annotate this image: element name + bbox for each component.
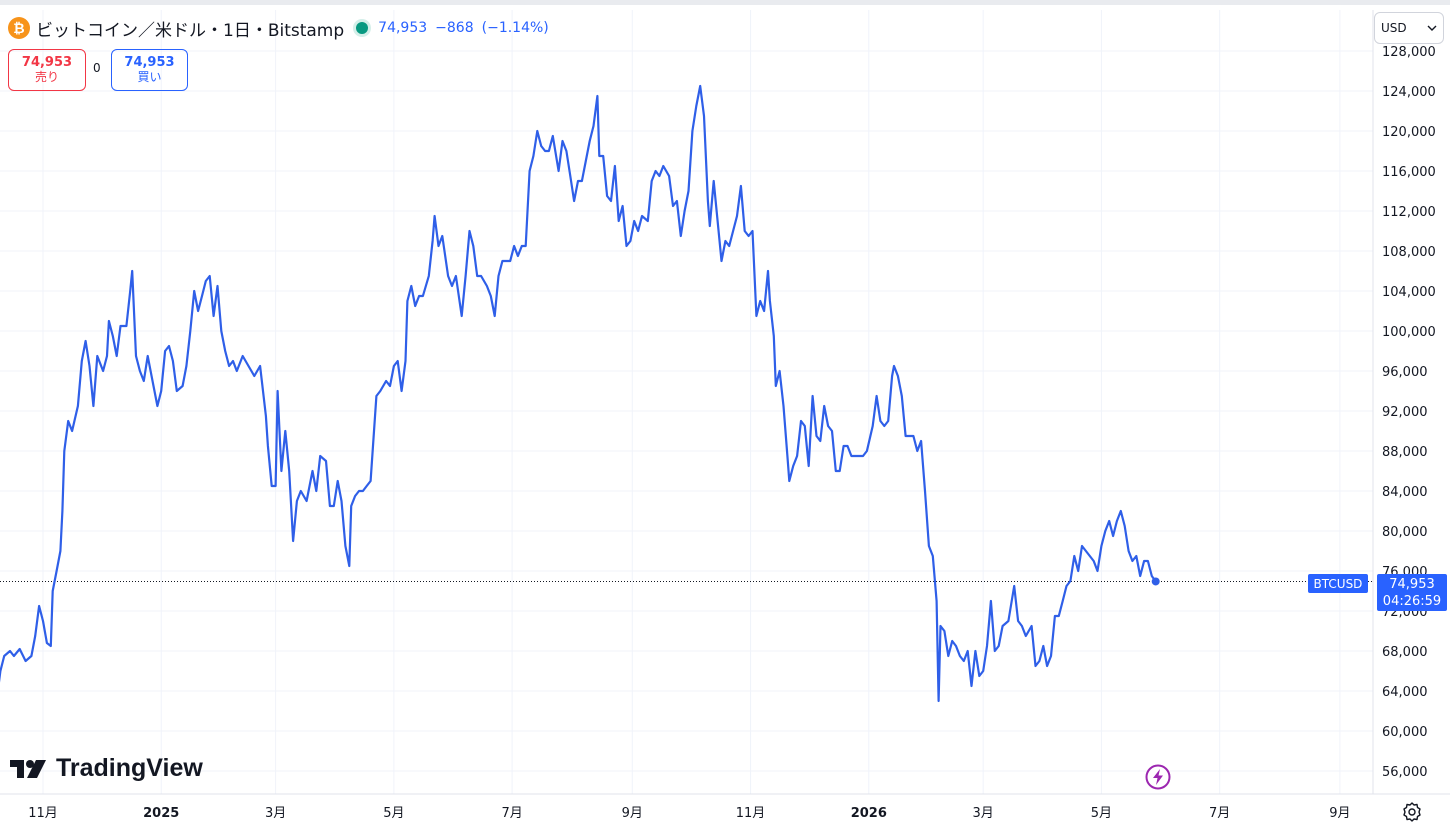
symbol-header[interactable]: ₿ ビットコイン／米ドル・1日・Bitstamp 74,953 −868 (−1…	[8, 14, 557, 42]
tag-price: 74,953	[1389, 576, 1435, 592]
price-tick-label: 68,000	[1382, 645, 1428, 660]
logo-text: TradingView	[56, 754, 203, 782]
price-tick-label: 92,000	[1382, 405, 1428, 420]
price-tick-label: 84,000	[1382, 485, 1428, 500]
spread-value: 0	[93, 61, 101, 75]
bar-countdown: 04:26:59	[1382, 593, 1442, 609]
time-tick-label: 2026	[851, 806, 887, 821]
chevron-down-icon	[1427, 25, 1437, 31]
price-tick-label: 88,000	[1382, 445, 1428, 460]
time-tick-label: 5月	[1091, 806, 1112, 821]
buy-price: 74,953	[124, 55, 175, 70]
time-tick-label: 11月	[736, 806, 766, 821]
currency-selector[interactable]: USD	[1374, 12, 1444, 44]
time-axis-labels: 11月 2025 3月 5月 7月 9月 11月 2026 3月 5月 7月 9月	[28, 806, 1350, 821]
market-status-icon[interactable]	[356, 22, 369, 34]
horizontal-gridlines	[0, 50, 1373, 772]
price-tick-label: 56,000	[1382, 765, 1428, 780]
time-tick-label: 3月	[973, 806, 994, 821]
symbol-title[interactable]: ビットコイン／米ドル・1日・Bitstamp	[36, 20, 345, 41]
last-price-axis-tag: 74,953 04:26:59	[1377, 574, 1447, 611]
vertical-gridlines	[42, 10, 1341, 794]
price-change-value: −868	[435, 20, 474, 36]
price-tick-label: 124,000	[1382, 85, 1436, 100]
price-tick-label: 128,000	[1382, 45, 1436, 60]
tradingview-logo-icon	[10, 759, 46, 778]
price-tick-label: 60,000	[1382, 725, 1428, 740]
time-tick-label: 7月	[1209, 806, 1230, 821]
time-tick-label: 3月	[265, 806, 286, 821]
price-tick-label: 64,000	[1382, 685, 1428, 700]
time-tick-label: 5月	[383, 806, 404, 821]
price-tick-label: 104,000	[1382, 285, 1436, 300]
last-price-marker	[1151, 577, 1160, 586]
price-axis-labels: 56,00060,00064,00068,00072,00076,00080,0…	[1382, 45, 1436, 780]
symbol-price-tag: BTCUSD	[1308, 574, 1368, 593]
time-tick-label: 9月	[622, 806, 643, 821]
sell-price: 74,953	[21, 55, 73, 70]
price-tick-label: 96,000	[1382, 365, 1428, 380]
sell-label: 売り	[34, 70, 59, 84]
lightning-icon[interactable]	[1145, 764, 1171, 790]
bitcoin-icon: ₿	[8, 17, 30, 39]
time-tick-label: 2025	[143, 806, 179, 821]
top-border	[0, 0, 1450, 5]
sell-button[interactable]: 74,953 売り	[8, 49, 86, 91]
time-tick-label: 11月	[28, 806, 58, 821]
settings-gear-icon[interactable]	[1400, 800, 1424, 824]
tag-symbol: BTCUSD	[1313, 576, 1363, 591]
tradingview-logo[interactable]: TradingView	[10, 754, 203, 783]
price-change-percent: (−1.14%)	[481, 20, 549, 36]
last-price-value: 74,953	[378, 20, 428, 36]
time-tick-label: 7月	[501, 806, 522, 821]
price-tick-label: 120,000	[1382, 125, 1436, 140]
buy-label: 買い	[137, 70, 162, 84]
price-tick-label: 116,000	[1382, 165, 1436, 180]
price-tick-label: 112,000	[1382, 205, 1436, 220]
buy-button[interactable]: 74,953 買い	[111, 49, 188, 91]
price-tick-label: 100,000	[1382, 325, 1436, 340]
price-tick-label: 80,000	[1382, 525, 1428, 540]
price-tick-label: 108,000	[1382, 245, 1436, 260]
currency-label: USD	[1381, 21, 1407, 35]
time-tick-label: 9月	[1329, 806, 1350, 821]
price-line-series	[0, 84, 1157, 703]
